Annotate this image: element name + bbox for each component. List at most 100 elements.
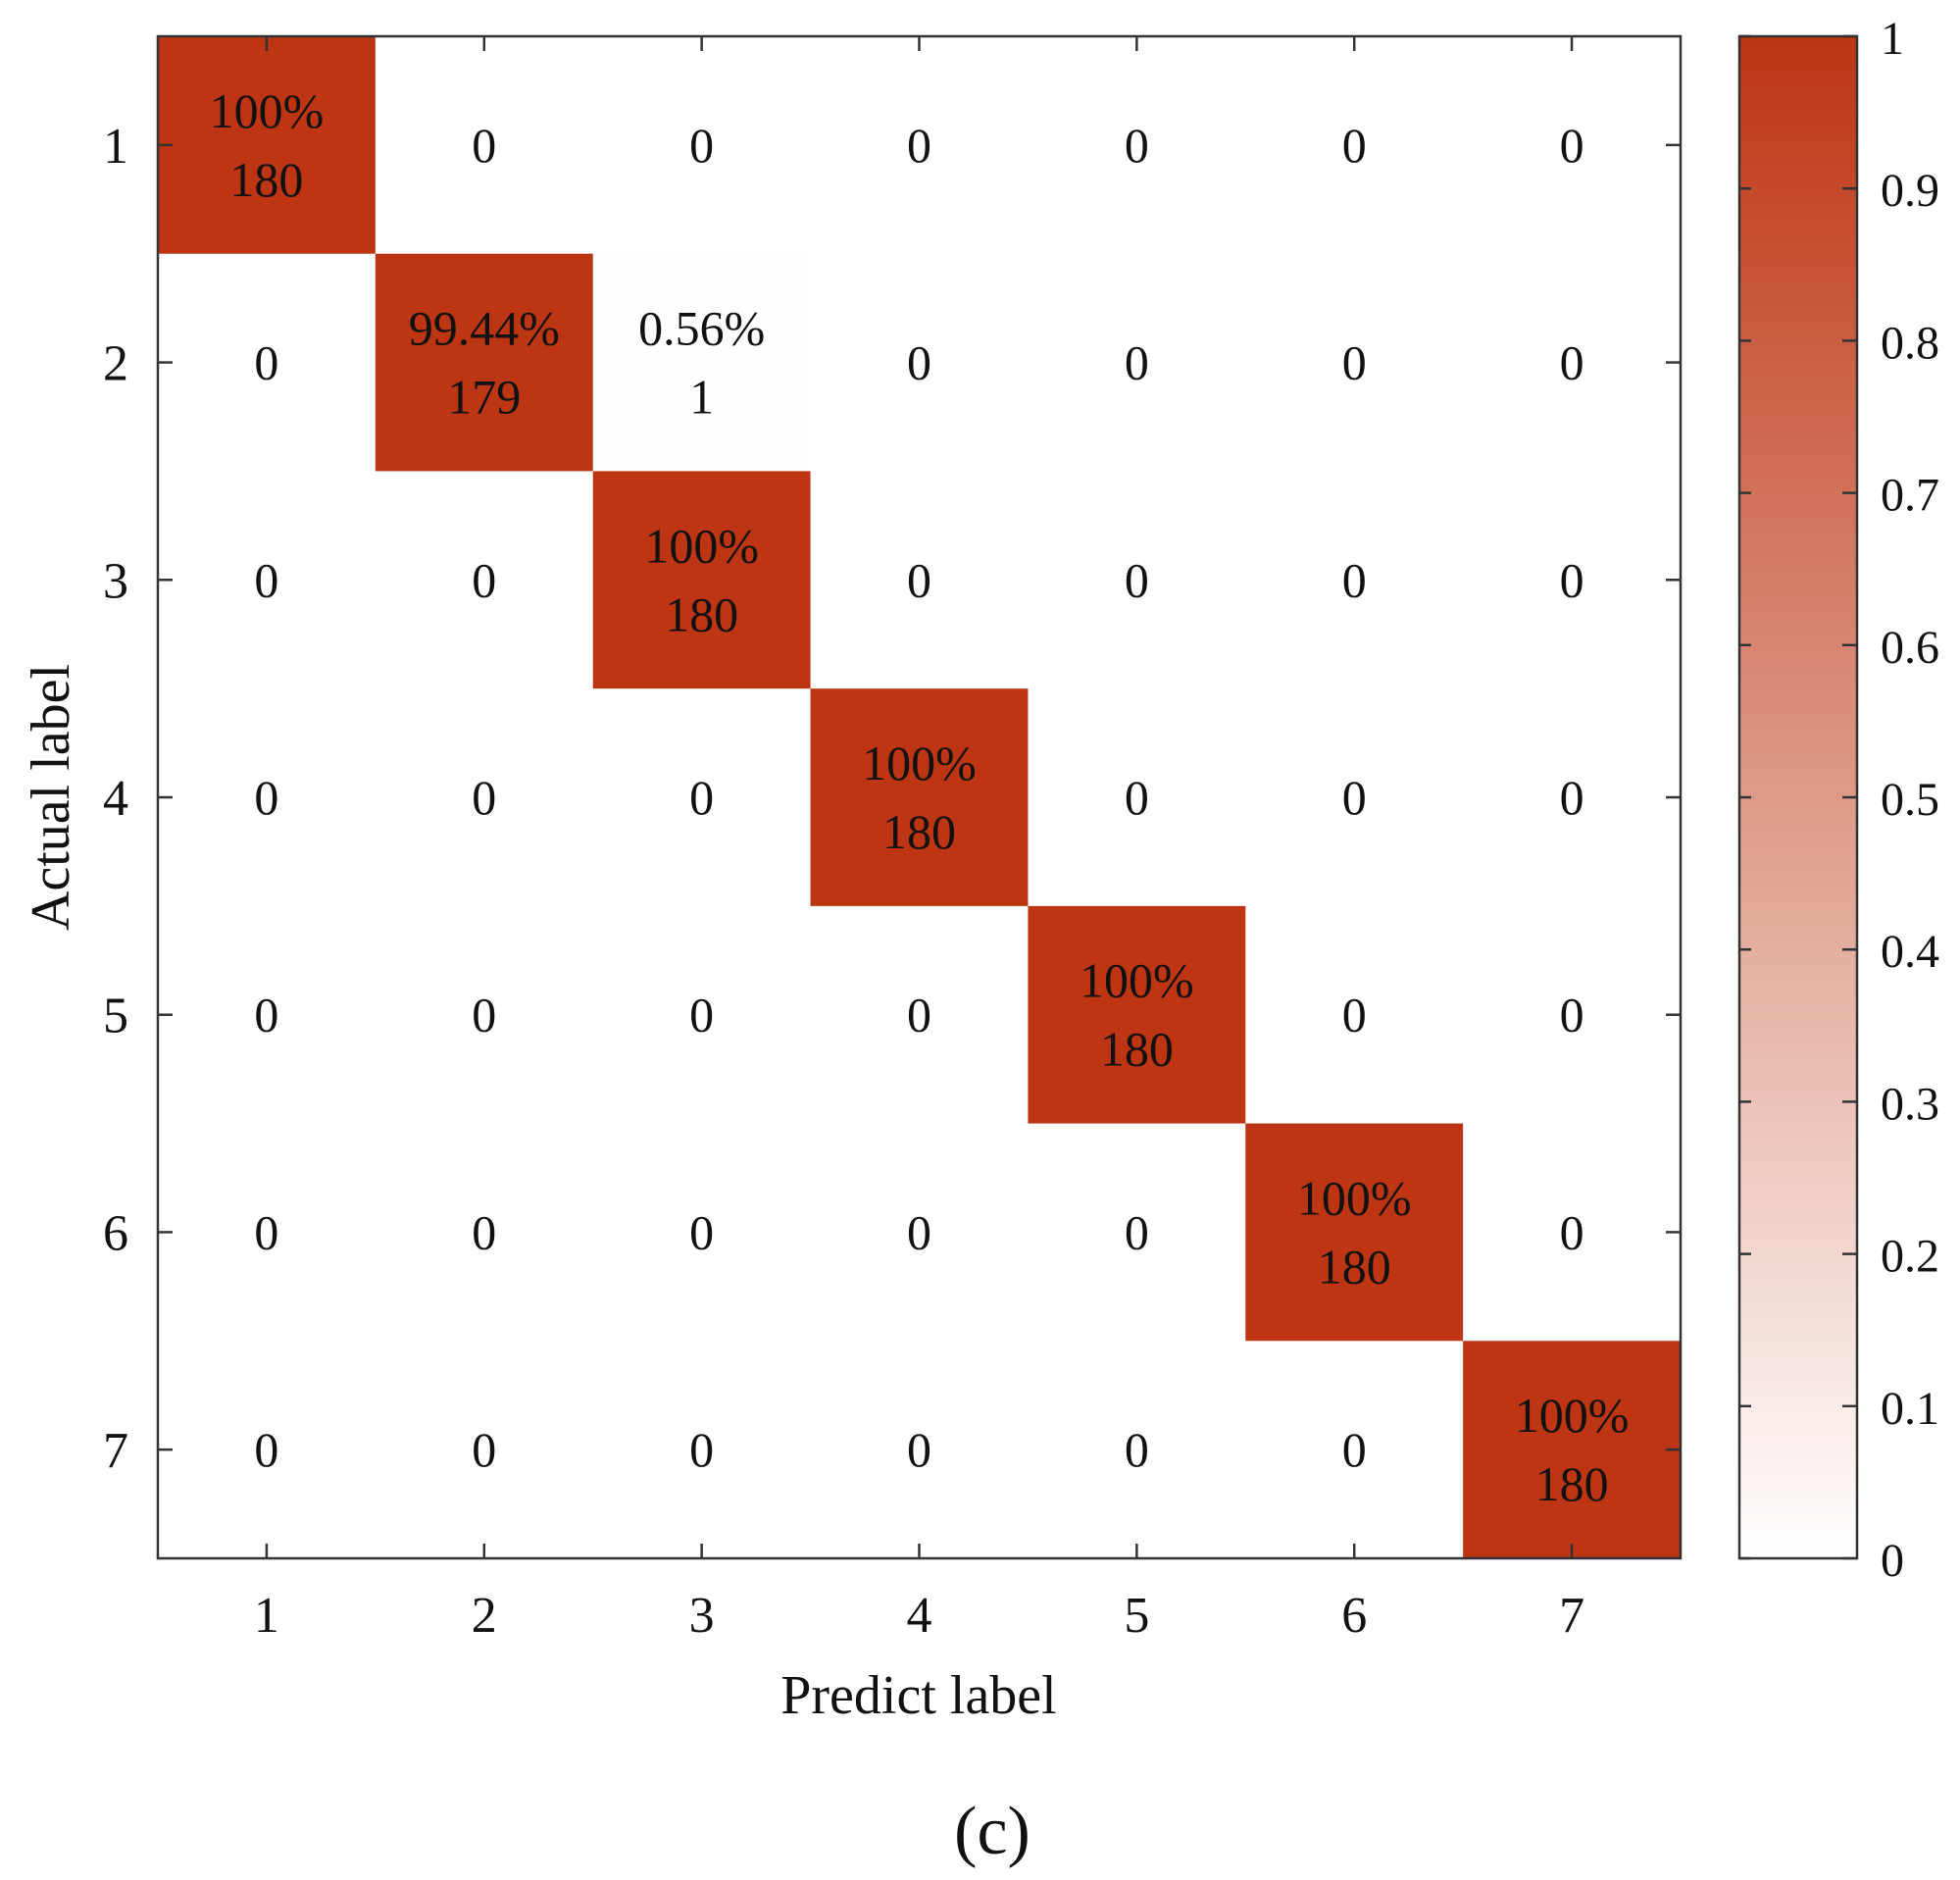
cell-count-r2-c1: 0 (254, 335, 278, 390)
cell-percent-r5-c5: 100% (1080, 953, 1194, 1008)
cell-count-r5-c3: 0 (689, 988, 714, 1042)
y-tick-label-7: 7 (103, 1423, 128, 1479)
cell-count-r2-c5: 0 (1125, 335, 1149, 390)
cell-count-r7-c7: 180 (1535, 1456, 1609, 1511)
cell-r4-c1 (158, 688, 377, 907)
cell-count-r3-c4: 0 (907, 552, 931, 607)
x-tick-label-3: 3 (689, 1588, 715, 1644)
cell-count-r4-c4: 180 (882, 804, 956, 859)
cell-count-r7-c3: 0 (689, 1422, 714, 1477)
cell-count-r3-c7: 0 (1560, 552, 1584, 607)
cell-r5-c7 (1463, 905, 1682, 1125)
cell-count-r1-c6: 0 (1342, 118, 1367, 173)
colorbar-tick-label-3: 0.3 (1881, 1078, 1939, 1130)
cell-count-r7-c4: 0 (907, 1422, 931, 1477)
cell-r6-c1 (158, 1123, 377, 1342)
cell-r3-c3 (592, 471, 812, 689)
cell-count-r2-c4: 0 (907, 335, 931, 390)
cell-r1-c4 (810, 36, 1029, 255)
cell-r1-c7 (1463, 36, 1682, 255)
cell-r2-c2 (375, 253, 594, 472)
cell-r4-c7 (1463, 688, 1682, 907)
cell-r1-c5 (1028, 36, 1246, 255)
y-axis-label: Actual label (21, 664, 81, 931)
x-tick-label-7: 7 (1559, 1588, 1584, 1644)
cell-count-r1-c4: 0 (907, 118, 931, 173)
y-tick-label-2: 2 (103, 336, 128, 392)
cell-r3-c4 (810, 471, 1029, 689)
cell-count-r4-c3: 0 (689, 770, 714, 825)
cell-percent-r6-c6: 100% (1297, 1170, 1412, 1225)
colorbar-tick-label-1: 0.1 (1881, 1383, 1939, 1435)
cell-r1-c3 (592, 36, 812, 255)
cell-r5-c4 (810, 905, 1029, 1125)
cell-percent-r3-c3: 100% (644, 518, 759, 573)
cell-r6-c2 (375, 1123, 594, 1342)
y-tick-label-4: 4 (103, 771, 128, 827)
cell-percent-r4-c4: 100% (862, 736, 977, 790)
cell-count-r6-c3: 0 (689, 1204, 714, 1259)
figure-caption: (c) (954, 1794, 1030, 1869)
cell-r7-c7 (1463, 1341, 1682, 1559)
cell-percent-r7-c7: 100% (1515, 1388, 1630, 1443)
cell-count-r6-c2: 0 (472, 1204, 496, 1259)
cell-r7-c3 (592, 1341, 812, 1559)
cell-count-r1-c1: 180 (229, 152, 303, 207)
x-tick-label-2: 2 (472, 1588, 497, 1644)
cell-r4-c3 (592, 688, 812, 907)
colorbar-tick-label-9: 0.9 (1881, 165, 1939, 217)
cell-r2-c5 (1028, 253, 1246, 472)
cell-count-r4-c1: 0 (254, 770, 278, 825)
cell-count-r1-c5: 0 (1125, 118, 1149, 173)
cell-count-r1-c7: 0 (1560, 118, 1584, 173)
cell-count-r6-c7: 0 (1560, 1204, 1584, 1259)
y-tick-label-3: 3 (103, 553, 128, 609)
cell-r1-c6 (1245, 36, 1464, 255)
cell-count-r6-c6: 180 (1318, 1239, 1391, 1294)
cell-r6-c5 (1028, 1123, 1246, 1342)
cell-count-r3-c3: 180 (665, 586, 738, 641)
cell-r6-c7 (1463, 1123, 1682, 1342)
y-tick-label-1: 1 (103, 119, 128, 175)
cell-r5-c2 (375, 905, 594, 1125)
cell-count-r4-c6: 0 (1342, 770, 1367, 825)
cell-r5-c1 (158, 905, 377, 1125)
colorbar-tick-label-2: 0.2 (1881, 1231, 1939, 1283)
cell-r7-c5 (1028, 1341, 1246, 1559)
cell-r3-c2 (375, 471, 594, 689)
cell-r4-c2 (375, 688, 594, 907)
cell-count-r2-c7: 0 (1560, 335, 1584, 390)
colorbar-tick-label-6: 0.6 (1881, 622, 1939, 674)
cell-r6-c3 (592, 1123, 812, 1342)
cell-r3-c7 (1463, 471, 1682, 689)
cell-count-r3-c1: 0 (254, 552, 278, 607)
y-axis-tick-labels: 1 2 3 4 5 6 7 (103, 119, 128, 1479)
cell-r2-c3 (592, 253, 812, 472)
cell-count-r7-c1: 0 (254, 1422, 278, 1477)
cell-r2-c7 (1463, 253, 1682, 472)
axis-ticks (158, 36, 1681, 1558)
cell-count-r1-c2: 0 (472, 118, 496, 173)
cell-r3-c6 (1245, 471, 1464, 689)
x-tick-label-4: 4 (907, 1588, 932, 1644)
cell-percent-r1-c1: 100% (210, 83, 325, 138)
cell-count-r5-c4: 0 (907, 988, 931, 1042)
colorbar-tick-labels: 0 0.1 0.2 0.3 0.4 0.5 0.6 0.7 0.8 0.9 1 (1881, 13, 1939, 1587)
colorbar-tick-label-5: 0.5 (1881, 774, 1939, 826)
y-tick-label-5: 5 (103, 989, 128, 1044)
cell-count-r6-c1: 0 (254, 1204, 278, 1259)
cell-percent-r2-c2: 99.44% (409, 301, 560, 356)
cell-count-r4-c7: 0 (1560, 770, 1584, 825)
matrix-cells (158, 36, 1682, 1559)
x-axis-tick-labels: 1 2 3 4 5 6 7 (254, 1588, 1584, 1644)
colorbar-tick-label-4: 0.4 (1881, 926, 1939, 978)
cell-count-r3-c5: 0 (1125, 552, 1149, 607)
colorbar (1737, 34, 1859, 1560)
cell-count-r6-c4: 0 (907, 1204, 931, 1259)
colorbar-tick-label-10: 1 (1881, 13, 1904, 65)
cell-count-r1-c3: 0 (689, 118, 714, 173)
y-tick-label-6: 6 (103, 1205, 128, 1261)
cell-r7-c1 (158, 1341, 377, 1559)
cell-r5-c3 (592, 905, 812, 1125)
